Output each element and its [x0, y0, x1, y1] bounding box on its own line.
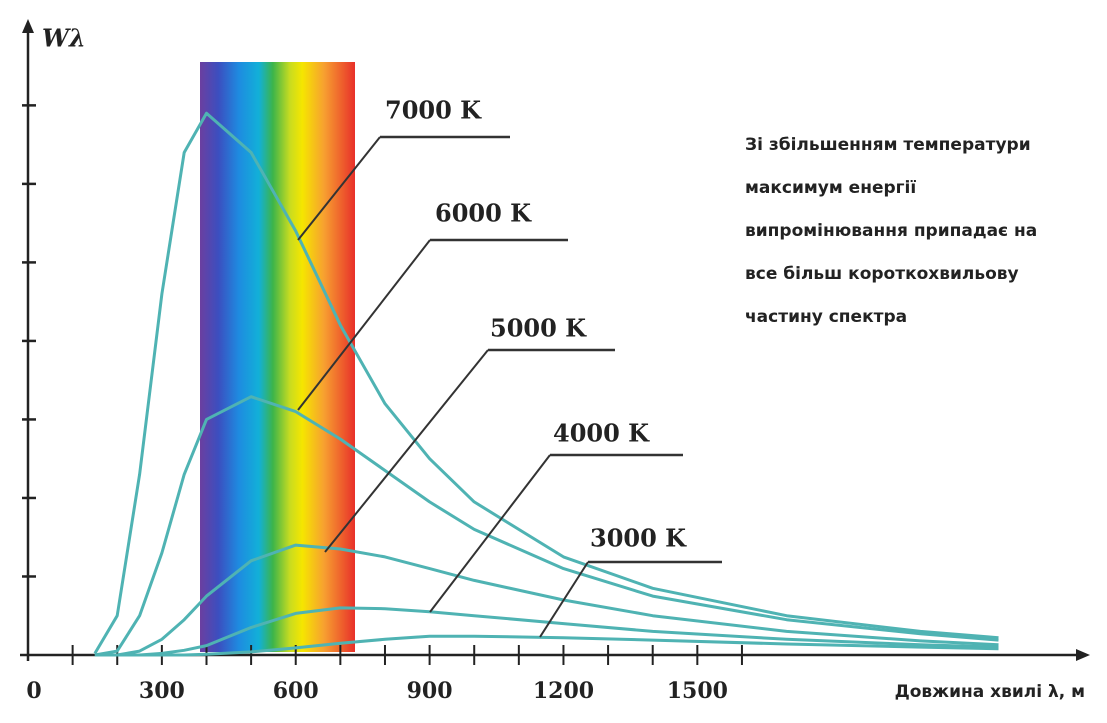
- series-label: 6000 K: [435, 199, 532, 228]
- x-tick-label: 600: [273, 678, 319, 704]
- x-tick-label: 900: [407, 678, 453, 704]
- visible-spectrum: [200, 62, 355, 652]
- annotation-line: випромінювання припадає на: [745, 221, 1037, 241]
- series-label: 4000 K: [553, 419, 650, 448]
- x-axis-arrow: [1076, 649, 1090, 661]
- x-tick-label: 1500: [667, 678, 728, 704]
- annotation-line: максимум енергії: [745, 178, 916, 198]
- x-tick-label: 300: [139, 678, 185, 704]
- annotation-line: Зі збільшенням температури: [745, 135, 1031, 155]
- series-label: 5000 K: [490, 314, 587, 343]
- annotation-line: частину спектра: [745, 307, 907, 327]
- x-tick-label: 0: [26, 678, 41, 704]
- y-axis-label: Wλ: [42, 24, 86, 53]
- x-tick-label: 1200: [533, 678, 594, 704]
- chart: 0 300 600 900 1200 1500 Wλ Довжина хвилі λ, м Зі…: [0, 0, 1107, 723]
- y-axis-arrow: [22, 19, 34, 33]
- series-label: 3000 K: [590, 524, 687, 553]
- x-axis-label: Довжина хвилі λ, м: [895, 682, 1085, 702]
- annotation-line: все більш короткохвильову: [745, 264, 1019, 284]
- series-label: 7000 K: [385, 96, 482, 125]
